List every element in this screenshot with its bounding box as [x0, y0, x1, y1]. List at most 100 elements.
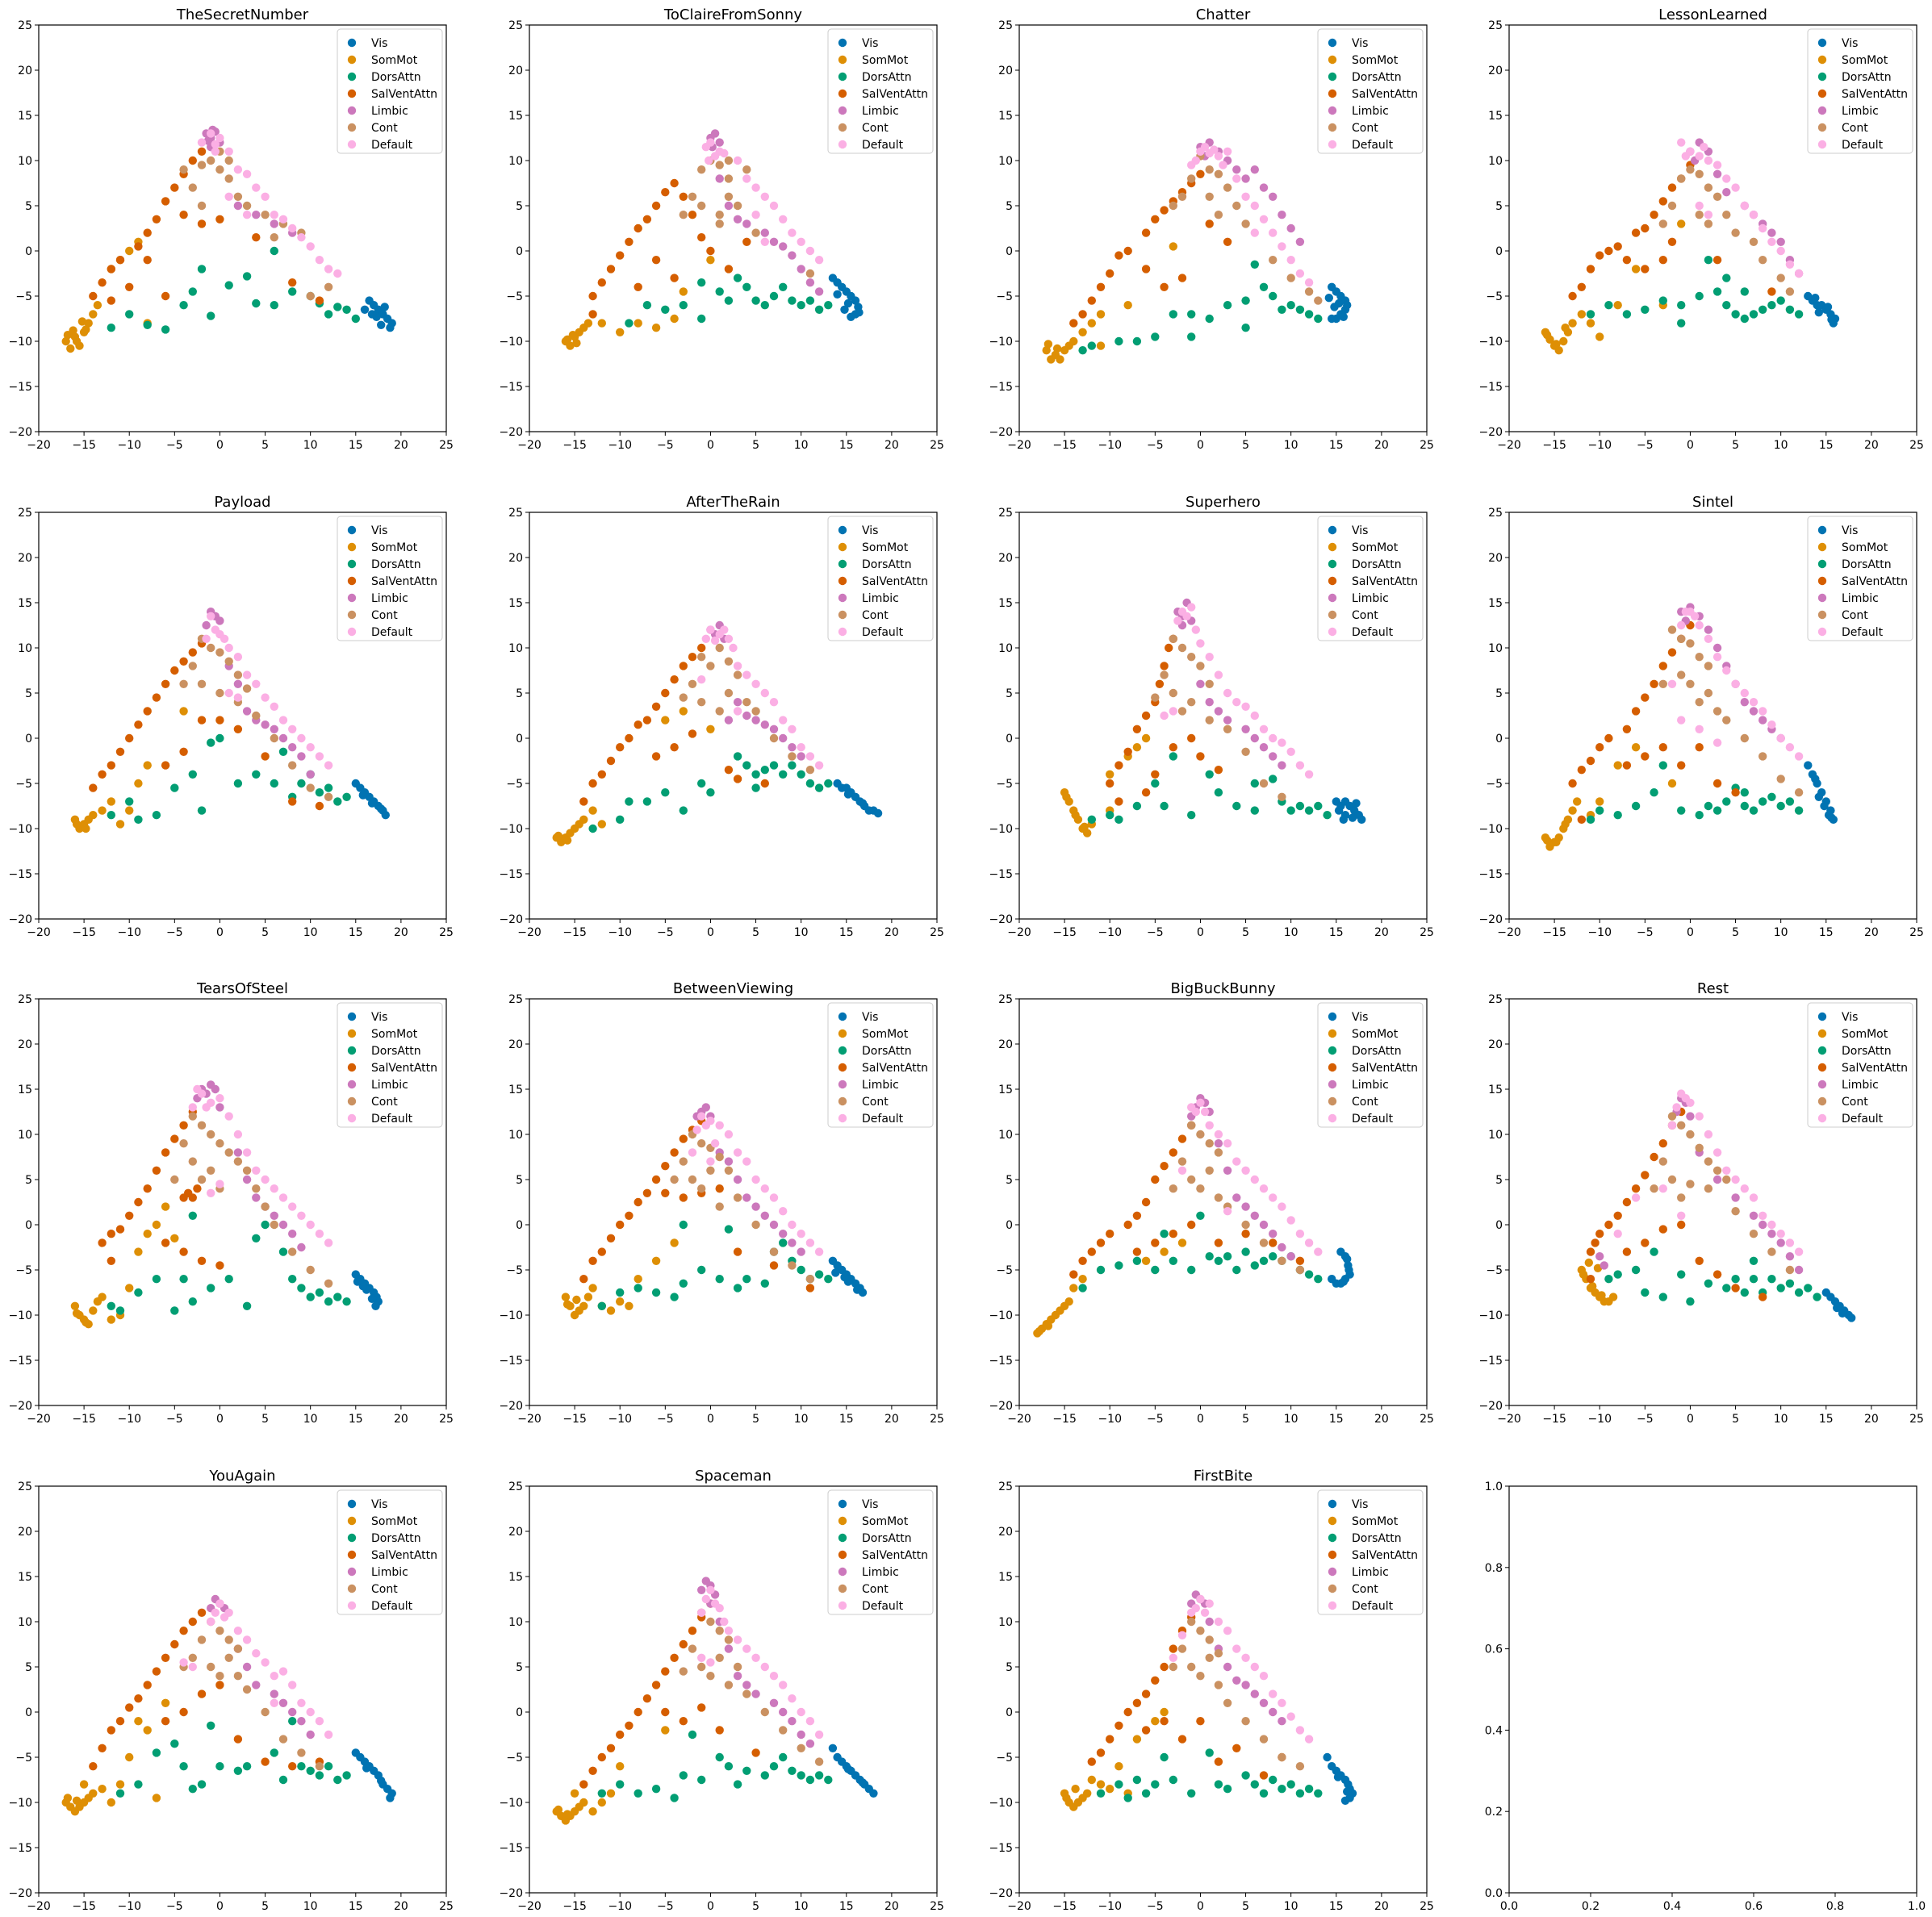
- legend: VisSomMotDorsAttnSalVentAttnLimbicContDe…: [337, 28, 443, 154]
- data-point: [197, 161, 207, 169]
- data-point: [1141, 711, 1151, 720]
- data-point: [1151, 1780, 1160, 1789]
- data-point: [566, 341, 575, 350]
- axes-frame: [1508, 512, 1917, 920]
- series-sommot: [1060, 1707, 1169, 1811]
- data-point: [215, 1139, 224, 1148]
- data-point: [1613, 811, 1622, 820]
- x-tick-label: 0: [1197, 926, 1204, 939]
- legend: VisSomMotDorsAttnSalVentAttnLimbicContDe…: [1807, 28, 1913, 154]
- data-point: [1767, 301, 1776, 310]
- data-point: [188, 183, 197, 192]
- data-point: [1561, 820, 1570, 829]
- legend-marker: [347, 1080, 357, 1089]
- x-tick-label: −15: [562, 1413, 587, 1426]
- y-tick-label: −10: [8, 823, 32, 836]
- data-point: [252, 1193, 261, 1202]
- series-default: [1613, 1089, 1804, 1256]
- subplot-title: Superhero: [1186, 494, 1261, 511]
- x-tick-label: 10: [794, 1413, 809, 1426]
- data-point: [1641, 1171, 1650, 1180]
- x-tick-label: 20: [1374, 1413, 1389, 1426]
- data-point: [211, 1608, 220, 1618]
- data-point: [107, 1230, 115, 1238]
- data-point: [710, 1139, 720, 1148]
- data-point: [1278, 1785, 1286, 1794]
- y-tick-label: 25: [998, 993, 1013, 1006]
- data-point: [797, 1707, 805, 1717]
- data-point: [1695, 1112, 1704, 1121]
- data-point: [1169, 1256, 1178, 1266]
- data-point: [625, 1211, 634, 1221]
- data-point: [197, 1635, 207, 1644]
- legend: VisSomMotDorsAttnSalVentAttnLimbicContDe…: [337, 1489, 443, 1615]
- data-point: [1069, 1270, 1078, 1279]
- data-point: [1704, 1157, 1713, 1166]
- legend-label: SalVentAttn: [1842, 88, 1908, 101]
- data-point: [562, 1810, 572, 1819]
- data-point: [1214, 1193, 1223, 1202]
- data-point: [697, 278, 706, 287]
- legend-marker: [347, 1533, 357, 1543]
- data-point: [197, 138, 207, 147]
- data-point: [1278, 211, 1286, 219]
- data-point: [1269, 775, 1278, 783]
- legend-marker: [347, 576, 357, 586]
- x-tick-label: 10: [303, 1413, 318, 1426]
- x-tick-label: −5: [166, 1900, 183, 1913]
- data-point: [1114, 761, 1123, 770]
- y-tick-label: −5: [15, 1264, 32, 1277]
- data-point: [733, 707, 742, 716]
- data-point: [89, 1762, 98, 1771]
- data-point: [1641, 1238, 1650, 1247]
- data-point: [606, 1744, 616, 1752]
- data-point: [306, 1707, 315, 1717]
- legend-label: Vis: [1842, 1011, 1858, 1024]
- data-point: [1794, 788, 1804, 797]
- y-tick-label: −20: [8, 426, 32, 439]
- data-point: [1064, 1297, 1073, 1306]
- y-tick-label: −5: [506, 778, 523, 791]
- y-tick-label: −15: [499, 381, 523, 394]
- data-point: [1604, 1220, 1613, 1230]
- data-point: [1205, 698, 1214, 707]
- series-vis: [828, 1256, 868, 1297]
- data-point: [242, 1662, 252, 1672]
- legend-marker: [1817, 38, 1827, 48]
- y-tick-label: 20: [18, 65, 32, 77]
- data-point: [597, 1247, 606, 1256]
- data-point: [1259, 1184, 1269, 1193]
- legend-label: SomMot: [1352, 541, 1399, 554]
- data-point: [1658, 197, 1667, 206]
- x-tick-label: 5: [1242, 439, 1249, 452]
- legend-label: SomMot: [1842, 1028, 1888, 1041]
- data-point: [1169, 1230, 1178, 1238]
- legend-marker: [1817, 140, 1827, 149]
- data-point: [125, 733, 134, 743]
- x-tick-label: 0: [1197, 1413, 1204, 1426]
- series-dorsattn: [588, 752, 833, 833]
- series-salventattn: [1568, 620, 1740, 824]
- y-tick-label: −15: [1478, 868, 1503, 881]
- data-point: [242, 707, 252, 716]
- data-point: [1295, 1256, 1305, 1266]
- data-point: [1559, 336, 1568, 346]
- data-point: [242, 201, 252, 211]
- data-point: [1205, 1121, 1214, 1130]
- data-point: [1749, 1275, 1758, 1284]
- data-point: [788, 761, 797, 770]
- data-point: [733, 1175, 742, 1184]
- x-tick-label: 5: [1732, 926, 1739, 939]
- data-point: [288, 1247, 297, 1256]
- data-point: [742, 711, 751, 720]
- data-point: [1250, 733, 1260, 743]
- data-point: [1767, 1275, 1776, 1284]
- data-point: [697, 698, 706, 707]
- series-dorsattn: [1078, 1211, 1323, 1293]
- data-point: [824, 1775, 833, 1785]
- y-tick-label: 25: [508, 1481, 523, 1493]
- data-point: [134, 1288, 143, 1297]
- data-point: [1561, 324, 1570, 332]
- x-tick-label: −10: [1098, 1413, 1122, 1426]
- data-point: [1214, 1649, 1223, 1658]
